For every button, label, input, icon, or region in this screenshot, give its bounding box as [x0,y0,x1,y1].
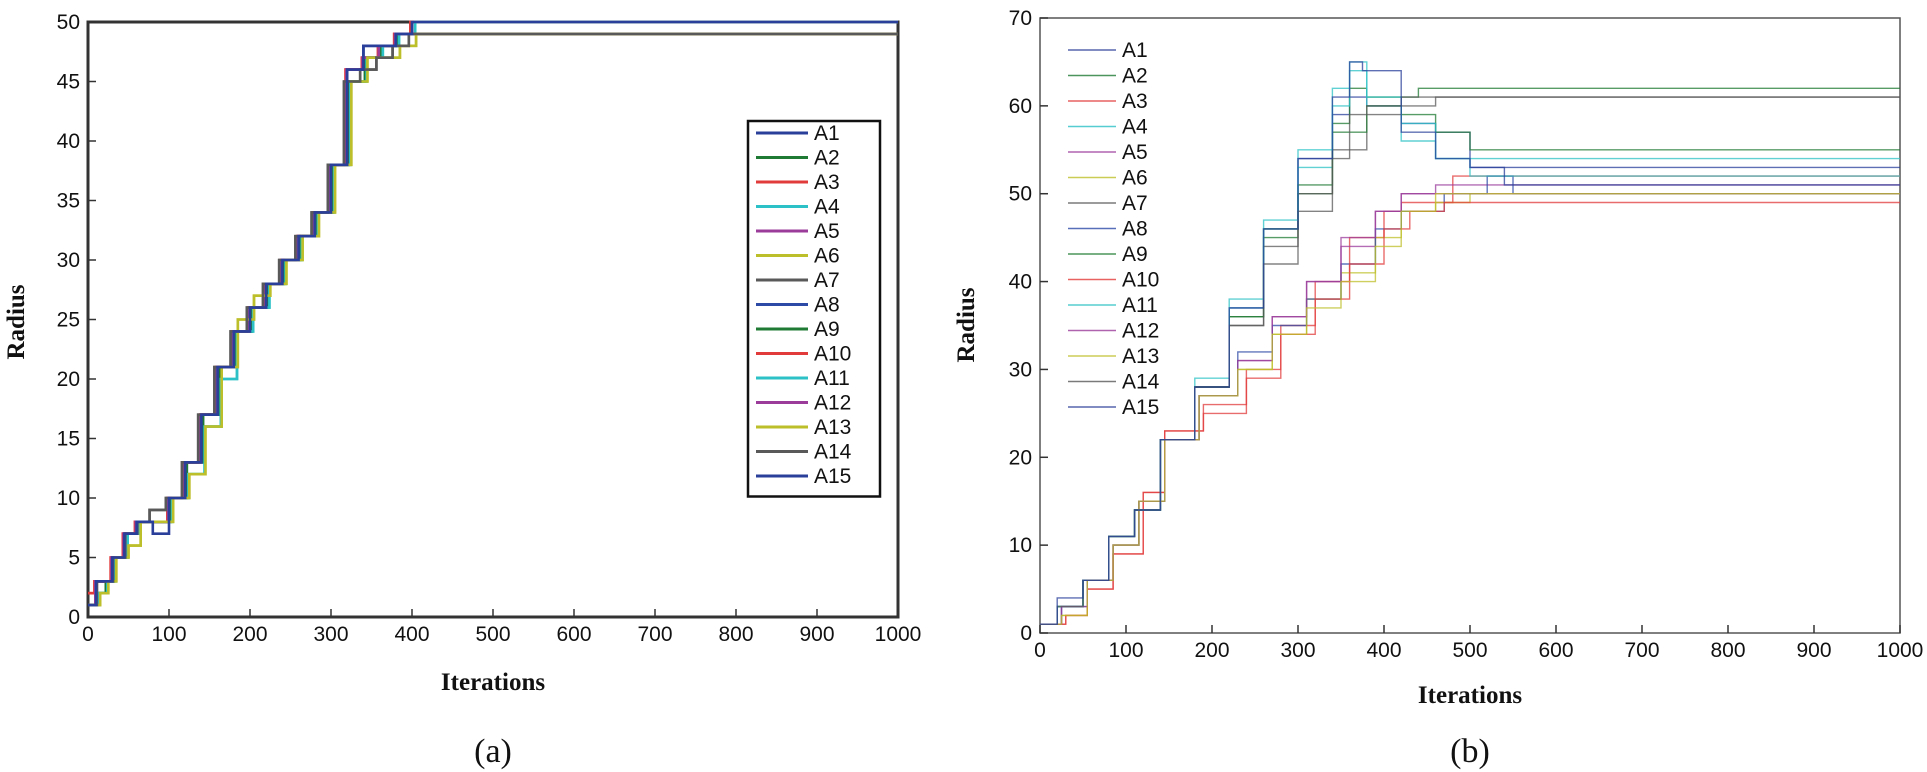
panel-a-series-a15 [88,20,898,607]
panel-a-y-tick-label: 15 [57,428,80,451]
panel-a-x-tick-label: 1000 [875,623,922,646]
panel-a-x-tick-label: 300 [313,623,348,646]
panel-b-legend-label-a6: A6 [1122,167,1148,190]
panel-b-x-axis-label: Iterations [1418,682,1522,709]
panel-a-x-tick-label: 600 [556,623,591,646]
panel-a-y-tick-label: 35 [57,190,80,213]
panel-a-legend-label-a4: A4 [814,196,840,219]
panel-b-y-tick-label: 40 [1009,271,1032,294]
panel-b-y-tick-label: 30 [1009,358,1032,381]
panel-a-legend-label-a2: A2 [814,147,840,170]
panel-b-x-tick-label: 600 [1538,639,1573,662]
panel-a-x-tick-label: 0 [82,623,94,646]
panel-a-y-tick-label: 50 [57,11,80,34]
panel-a-x-tick-label: 800 [718,623,753,646]
panel-a-y-tick-label: 20 [57,368,80,391]
panel-b-x-tick-label: 400 [1366,639,1401,662]
panel-a-y-tick-label: 5 [68,547,80,570]
panel-a-y-tick-label: 0 [68,606,80,629]
panel-a-legend-label-a13: A13 [814,416,851,439]
panel-b-legend-label-a8: A8 [1122,218,1148,241]
panel-a-x-ticks: 0 100 200 300 400 500 600 700 800 900 1000 [82,609,921,646]
panel-b-y-ticks: 0 10 20 30 40 50 60 70 [1009,7,1048,645]
panel-b-y-tick-label: 60 [1009,95,1032,118]
panel-a-legend-label-a1: A1 [814,122,840,145]
panel-b: 0 100 200 300 400 500 600 700 800 900 1000 0 10 20 30… [953,7,1923,770]
panel-b-legend-label-a2: A2 [1122,65,1148,88]
panel-b-series-group [1040,61,1900,625]
panel-b-legend-label-a5: A5 [1122,141,1148,164]
panel-b-y-axis-label: Radius [953,287,980,362]
panel-b-x-ticks: 0 100 200 300 400 500 600 700 800 900 1000 [1034,625,1923,662]
panel-b-axes-frame [1039,17,1901,634]
panel-a-y-tick-label: 30 [57,249,80,272]
panel-b-legend-label-a10: A10 [1122,269,1159,292]
panel-a-x-tick-label: 500 [475,623,510,646]
panel-a-legend-label-a10: A10 [814,343,851,366]
panel-b-y-tick-label: 70 [1009,7,1032,30]
panel-a-x-axis-label: Iterations [441,669,545,696]
panel-a-y-tick-label: 25 [57,309,80,332]
panel-b-x-tick-label: 100 [1108,639,1143,662]
panel-b-x-tick-label: 800 [1710,639,1745,662]
panel-a-legend-label-a12: A12 [814,392,851,415]
panel-a-legend-box [746,119,882,498]
panel-a-legend-label-a6: A6 [814,245,840,268]
panel-a-legend-label-a11: A11 [814,367,850,390]
panel-a-legend-label-a7: A7 [814,269,840,292]
panel-b-x-tick-label: 500 [1452,639,1487,662]
panel-a-legend-label-a9: A9 [814,318,840,341]
panel-b-legend-label-a1: A1 [1122,39,1148,62]
panel-b-x-tick-label: 0 [1034,639,1046,662]
panel-b-legend-label-a13: A13 [1122,345,1159,368]
panel-a: 0 100 200 300 400 500 600 700 800 900 1000 0 5 10 15 2… [3,11,921,770]
panel-a-legend-label-a5: A5 [814,220,840,243]
panel-a-legend-label-a15: A15 [814,465,851,488]
panel-b-x-tick-label: 300 [1280,639,1315,662]
panel-b-y-tick-label: 50 [1009,183,1032,206]
panel-a-y-axis-label: Radius [3,284,30,359]
panel-a-x-tick-label: 200 [232,623,267,646]
panel-b-y-tick-label: 10 [1009,534,1032,557]
panel-b-legend-label-a11: A11 [1122,294,1158,317]
panel-a-legend-label-a3: A3 [814,171,840,194]
panel-b-x-tick-label: 900 [1796,639,1831,662]
panel-a-x-tick-label: 100 [151,623,186,646]
panel-b-series-a15 [1040,61,1900,625]
panel-a-y-tick-label: 40 [57,130,80,153]
panel-a-series-group [88,20,898,607]
panel-b-series-a10 [1040,201,1900,625]
panel-a-legend-label-a8: A8 [814,294,840,317]
panel-b-legend-label-a12: A12 [1122,320,1159,343]
panel-b-x-tick-label: 1000 [1877,639,1924,662]
panel-a-legend-label-a14: A14 [814,441,852,464]
panel-b-legend-label-a15: A15 [1122,396,1159,419]
panel-b-x-tick-label: 200 [1194,639,1229,662]
panel-a-x-tick-label: 400 [394,623,429,646]
panel-a-caption: (a) [474,733,512,770]
panel-b-legend-label-a4: A4 [1122,116,1148,139]
panel-a-y-tick-label: 45 [57,71,80,94]
panel-a-y-tick-label: 10 [57,487,80,510]
panel-a-y-ticks: 0 5 10 15 20 25 30 35 40 45 50 [57,11,96,629]
panel-b-caption: (b) [1450,733,1490,770]
panel-b-y-tick-label: 0 [1020,622,1032,645]
panel-a-x-tick-label: 900 [799,623,834,646]
panel-b-legend-label-a9: A9 [1122,243,1148,266]
panel-b-legend-label-a3: A3 [1122,90,1148,113]
panel-b-legend-label-a7: A7 [1122,192,1148,215]
panel-b-legend-label-a14: A14 [1122,371,1160,394]
panel-a-x-tick-label: 700 [637,623,672,646]
panel-b-x-tick-label: 700 [1624,639,1659,662]
panel-b-y-tick-label: 20 [1009,446,1032,469]
